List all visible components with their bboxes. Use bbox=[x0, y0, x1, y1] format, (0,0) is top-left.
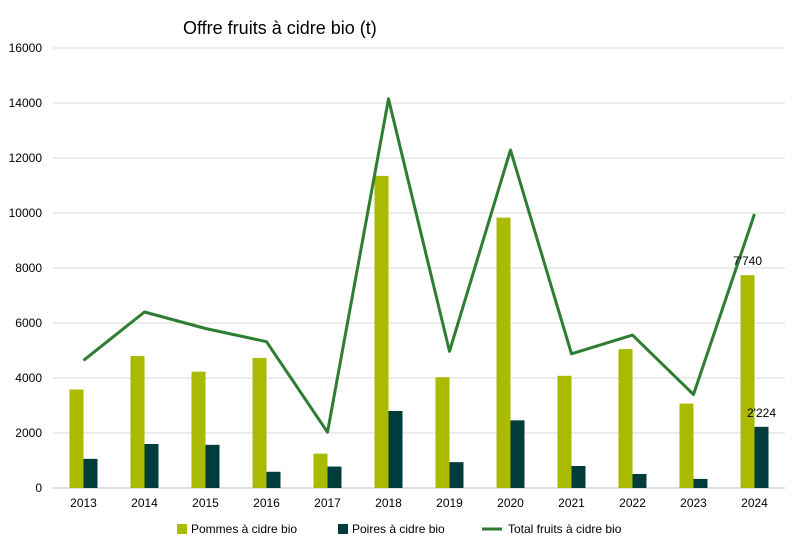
series-line bbox=[82, 97, 756, 434]
bar bbox=[130, 356, 145, 488]
x-tick-label: 2020 bbox=[497, 496, 524, 510]
y-tick-label: 14000 bbox=[9, 96, 43, 110]
x-tick-label: 2021 bbox=[558, 496, 585, 510]
bar bbox=[313, 453, 328, 488]
y-axis: 0 2000 4000 6000 8000 10000 12000 14000 16000 bbox=[9, 41, 43, 495]
bar bbox=[496, 217, 511, 489]
x-tick-label: 2022 bbox=[619, 496, 646, 510]
y-tick-label: 4000 bbox=[15, 371, 42, 385]
bar bbox=[144, 444, 159, 488]
y-tick-label: 16000 bbox=[9, 41, 43, 55]
x-axis: 2013 2014 2015 2016 2017 2018 2019 2020 2021 2022… bbox=[70, 496, 768, 510]
x-tick-label: 2024 bbox=[741, 496, 768, 510]
bar bbox=[632, 473, 647, 488]
y-tick-label: 8000 bbox=[15, 261, 42, 275]
chart-title: Offre fruits à cidre bio (t) bbox=[183, 18, 377, 38]
bar bbox=[374, 175, 389, 488]
y-tick-label: 10000 bbox=[9, 206, 43, 220]
bar bbox=[510, 420, 525, 488]
y-tick-label: 2000 bbox=[15, 426, 42, 440]
bar bbox=[618, 349, 633, 488]
x-tick-label: 2023 bbox=[680, 496, 707, 510]
legend-swatch bbox=[177, 524, 187, 534]
x-tick-label: 2018 bbox=[375, 496, 402, 510]
legend-label: Pommes à cidre bio bbox=[191, 522, 297, 536]
y-tick-label: 12000 bbox=[9, 151, 43, 165]
bar bbox=[557, 375, 572, 488]
legend-label: Total fruits à cidre bio bbox=[508, 522, 622, 536]
bar bbox=[435, 377, 450, 488]
bar bbox=[679, 403, 694, 488]
x-tick-label: 2015 bbox=[192, 496, 219, 510]
bar bbox=[252, 357, 267, 488]
lines bbox=[82, 97, 756, 434]
legend-label: Poires à cidre bio bbox=[352, 522, 445, 536]
y-tick-label: 0 bbox=[35, 481, 42, 495]
bar bbox=[191, 371, 206, 488]
bar bbox=[69, 389, 84, 488]
legend-swatch bbox=[338, 524, 348, 534]
bar bbox=[205, 444, 220, 488]
bar bbox=[266, 471, 281, 488]
grid bbox=[53, 47, 785, 489]
bar bbox=[693, 478, 708, 488]
bar bbox=[571, 466, 586, 488]
bar bbox=[327, 466, 342, 488]
legend: Pommes à cidre bio Poires à cidre bio Tota… bbox=[177, 522, 622, 536]
bar bbox=[740, 275, 755, 488]
bar bbox=[754, 426, 769, 488]
x-tick-label: 2014 bbox=[131, 496, 158, 510]
x-tick-label: 2013 bbox=[70, 496, 97, 510]
x-tick-label: 2017 bbox=[314, 496, 341, 510]
x-tick-label: 2019 bbox=[436, 496, 463, 510]
bar bbox=[83, 458, 98, 488]
data-label: 2'224 bbox=[747, 406, 776, 420]
bar bbox=[388, 411, 403, 488]
data-labels: 7'740 2'224 bbox=[733, 254, 776, 420]
x-tick-label: 2016 bbox=[253, 496, 280, 510]
data-label: 7'740 bbox=[733, 254, 762, 268]
bar bbox=[449, 462, 464, 488]
bars bbox=[69, 175, 769, 489]
y-tick-label: 6000 bbox=[15, 316, 42, 330]
